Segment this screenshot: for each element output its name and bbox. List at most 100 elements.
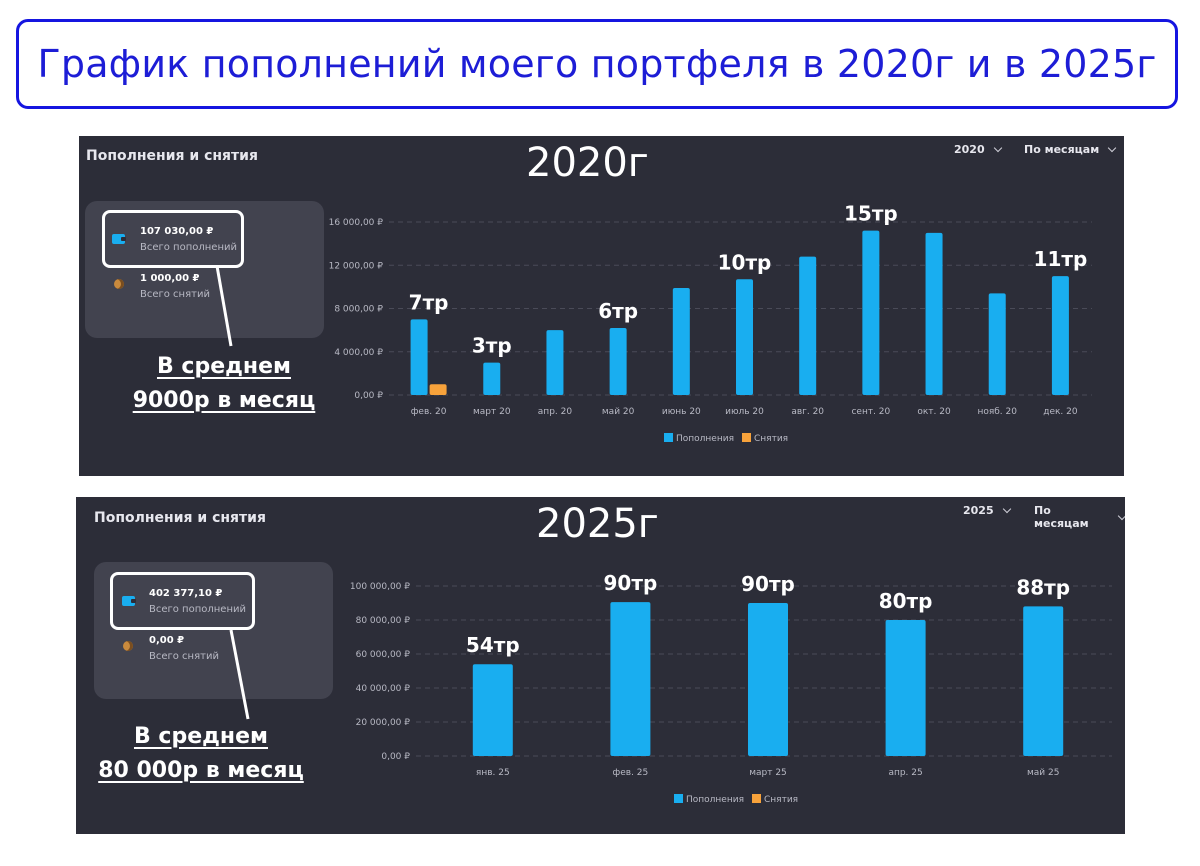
deposits-highlight-box <box>110 572 255 630</box>
bar-deposit <box>483 362 501 395</box>
x-tick-label: март 20 <box>473 407 511 417</box>
panel-2025: Пополнения и снятия 2025г 2025 По месяца… <box>76 497 1125 834</box>
x-tick-label: дек. 20 <box>1043 407 1078 417</box>
coin-icon <box>123 641 133 651</box>
legend-swatch-deposits <box>674 794 683 803</box>
bar-deposit <box>799 256 817 395</box>
y-tick-label: 0,00 ₽ <box>354 391 383 401</box>
data-annotation: 90тр <box>741 572 795 596</box>
y-tick-label: 16 000,00 ₽ <box>329 218 384 228</box>
wallet-icon <box>112 234 126 244</box>
y-tick-label: 8 000,00 ₽ <box>334 305 383 315</box>
x-tick-label: авг. 20 <box>791 407 824 417</box>
callout-line <box>229 629 250 720</box>
panel-title: Пополнения и снятия <box>94 510 266 526</box>
bar-deposit <box>988 293 1006 395</box>
year-label: 2025г <box>536 501 659 547</box>
y-tick-label: 100 000,00 ₽ <box>350 582 410 592</box>
page-title: График пополнений моего портфеля в 2020г… <box>37 42 1157 86</box>
average-line-2: 80 000р в месяц <box>98 758 304 783</box>
total-deposits-label: Всего пополнений <box>149 604 246 615</box>
year-dropdown[interactable]: 2025 <box>963 504 1011 517</box>
legend-swatch-deposits <box>664 433 673 442</box>
y-tick-label: 80 000,00 ₽ <box>356 616 411 626</box>
period-dropdown-value: По месяцам <box>1034 504 1089 530</box>
bar-deposit <box>610 602 651 756</box>
x-tick-label: июль 20 <box>725 407 764 417</box>
data-annotation: 6тр <box>598 299 638 323</box>
bar-deposit <box>609 327 627 395</box>
x-tick-label: апр. 20 <box>538 407 573 417</box>
period-dropdown[interactable]: По месяцам <box>1024 143 1117 156</box>
y-tick-label: 20 000,00 ₽ <box>356 718 411 728</box>
x-tick-label: нояб. 20 <box>977 407 1017 417</box>
legend-label-withdrawals: Снятия <box>764 795 798 805</box>
legend-label-deposits: Пополнения <box>676 434 734 444</box>
legend-label-withdrawals: Снятия <box>754 434 788 444</box>
bar-deposit <box>736 279 753 395</box>
panel-2020: Пополнения и снятия 2020г 2020 По месяца… <box>79 136 1124 476</box>
total-withdrawals-value: 1 000,00 ₽ <box>140 273 200 284</box>
deposits-highlight-box <box>102 210 244 268</box>
average-note: В среднем 80 000р в месяц <box>76 720 341 788</box>
chart-2025: 0,00 ₽ 20 000,00 ₽ 40 000,00 ₽ 60 000,00 ₽ 8… <box>350 571 1112 805</box>
bar-deposit <box>748 603 788 756</box>
chart-2020: 0,00 ₽ 4 000,00 ₽ 8 000,00 ₽ 12 000,00 ₽ 16 … <box>329 202 1092 444</box>
year-dropdown-value: 2020 <box>954 143 985 156</box>
legend-label-deposits: Пополнения <box>686 795 744 805</box>
x-tick-label: окт. 20 <box>917 407 951 417</box>
average-line-1: В среднем <box>156 354 291 379</box>
data-annotation: 7тр <box>409 290 449 314</box>
x-tick-label: фев. 25 <box>613 768 649 778</box>
coin-icon <box>114 279 124 289</box>
y-tick-label: 4 000,00 ₽ <box>334 348 383 358</box>
data-annotation: 80тр <box>879 589 933 613</box>
x-tick-label: апр. 25 <box>888 768 922 778</box>
period-dropdown-value: По месяцам <box>1024 143 1100 156</box>
total-withdrawals-label: Всего снятий <box>149 651 219 662</box>
bar-deposit <box>1023 606 1064 756</box>
total-deposits-value: 402 377,10 ₽ <box>149 588 223 599</box>
x-tick-label: фев. 20 <box>411 407 447 417</box>
x-tick-label: май 20 <box>602 407 635 417</box>
period-dropdown[interactable]: По месяцам <box>1034 504 1125 530</box>
bar-deposit <box>862 230 880 395</box>
data-annotation: 11тр <box>1034 247 1088 271</box>
bar-withdrawal <box>429 384 447 395</box>
summary-card: 107 030,00 ₽ Всего пополнений 1 000,00 ₽… <box>85 201 324 338</box>
data-annotation: 90тр <box>604 571 658 595</box>
legend-swatch-withdrawals <box>752 794 761 803</box>
bar-deposit <box>546 330 564 395</box>
data-annotation: 10тр <box>718 250 772 274</box>
year-label: 2020г <box>526 140 649 186</box>
average-line-2: 9000р в месяц <box>132 388 316 413</box>
x-tick-label: май 25 <box>1027 768 1059 778</box>
bar-deposit <box>1051 276 1069 395</box>
bar-deposit <box>410 319 428 395</box>
total-withdrawals-label: Всего снятий <box>140 289 210 300</box>
total-deposits-label: Всего пополнений <box>140 242 237 253</box>
average-line-1: В среднем <box>133 724 268 749</box>
title-frame: График пополнений моего портфеля в 2020г… <box>16 19 1178 109</box>
data-annotation: 88тр <box>1016 575 1070 599</box>
total-withdrawals-value: 0,00 ₽ <box>149 635 185 646</box>
y-tick-label: 60 000,00 ₽ <box>356 650 411 660</box>
x-tick-label: март 25 <box>749 768 787 778</box>
legend-swatch-withdrawals <box>742 433 751 442</box>
summary-card: 402 377,10 ₽ Всего пополнений 0,00 ₽ Все… <box>94 562 333 699</box>
year-dropdown[interactable]: 2020 <box>954 143 1002 156</box>
x-tick-label: июнь 20 <box>662 407 701 417</box>
panel-title: Пополнения и снятия <box>86 148 258 164</box>
y-tick-label: 12 000,00 ₽ <box>329 261 384 271</box>
y-tick-label: 40 000,00 ₽ <box>356 684 411 694</box>
wallet-icon <box>122 596 136 606</box>
average-note: В среднем 9000р в месяц <box>84 350 364 418</box>
bar-deposit <box>925 232 943 395</box>
x-tick-label: сент. 20 <box>851 407 890 417</box>
total-deposits-value: 107 030,00 ₽ <box>140 226 214 237</box>
callout-line <box>215 265 233 347</box>
y-tick-label: 0,00 ₽ <box>381 752 410 762</box>
data-annotation: 15тр <box>844 202 898 226</box>
bar-deposit <box>672 287 690 395</box>
data-annotation: 3тр <box>472 334 512 358</box>
